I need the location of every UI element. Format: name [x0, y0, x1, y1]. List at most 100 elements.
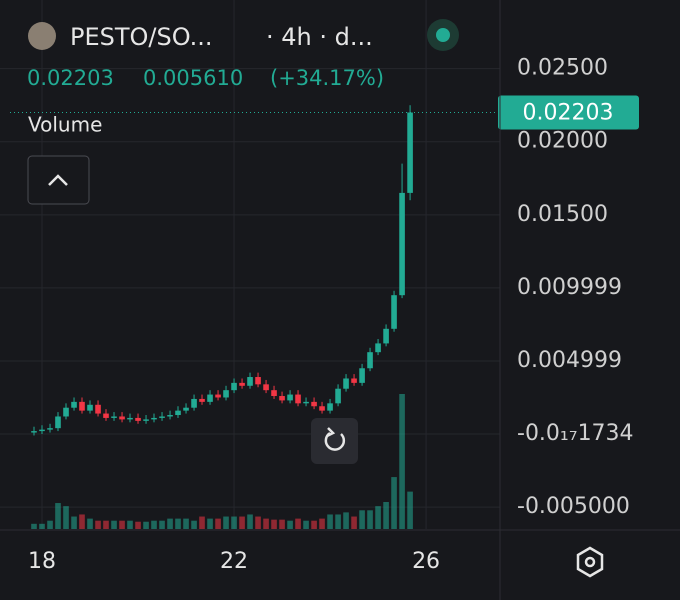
x-tick-label: 18 [28, 549, 56, 574]
volume-bar [391, 477, 397, 529]
y-tick-label: 0.02500 [517, 56, 608, 81]
y-tick-label: 0.004999 [517, 348, 622, 373]
volume-bar [159, 520, 165, 529]
candle-body [63, 407, 69, 417]
volume-bar [383, 502, 389, 529]
candle-body [103, 413, 109, 418]
candle-body [127, 417, 133, 420]
candle-body [55, 416, 61, 429]
volume-bar [63, 506, 69, 529]
last-price: 0.02203 [27, 66, 114, 90]
candle-body [303, 401, 309, 404]
candle-body [207, 394, 213, 402]
candle-body [47, 428, 53, 430]
volume-bar [399, 394, 405, 529]
y-tick-label: 0.009999 [517, 275, 622, 300]
candle-body [319, 406, 325, 411]
volume-bar [31, 523, 37, 529]
price-change: 0.005610 [143, 66, 243, 90]
volume-bar [55, 503, 61, 529]
candle-body [351, 378, 357, 383]
candle-body [119, 416, 125, 420]
volume-bar [319, 518, 325, 529]
volume-bar [87, 518, 93, 529]
candle-body [279, 396, 285, 401]
reset-icon [324, 431, 346, 451]
candle-body [71, 401, 77, 408]
volume-bar [239, 516, 245, 529]
volume-bar [367, 510, 373, 529]
grid: -0.005000 -0.0₁₇1734 0.004999 0.009999 0.015… [0, 0, 634, 574]
y-tick-label: 0.01500 [517, 202, 608, 227]
candle-body [239, 382, 245, 386]
volume-bar [263, 518, 269, 529]
candle-body [311, 401, 317, 407]
volume-bar [111, 520, 117, 529]
candle-body [79, 401, 85, 411]
candle-body [39, 429, 45, 432]
volume-bar [127, 520, 133, 529]
candle-body [215, 394, 221, 398]
settings-icon-center [584, 556, 596, 568]
last-price-tag [498, 95, 639, 130]
volume-bar [295, 518, 301, 529]
candle-body [199, 398, 205, 402]
price-change-pct: (+34.17%) [270, 66, 384, 90]
volume-bar [191, 520, 197, 529]
reset-button[interactable] [311, 418, 358, 464]
volume-bar [167, 518, 173, 529]
marks: 0.02203 [10, 95, 639, 529]
volume-bar [343, 512, 349, 529]
volume-bar [47, 520, 53, 529]
y-tick-label: -0.005000 [517, 494, 630, 519]
volume-bar [303, 520, 309, 529]
candle-body [335, 388, 341, 404]
y-tick-label: -0.0₁₇1734 [517, 421, 634, 446]
candle-body [255, 377, 261, 385]
collapse-button[interactable] [27, 155, 90, 205]
candle-body [111, 416, 117, 418]
volume-bar [103, 520, 109, 529]
interval[interactable]: · 4h · d... [266, 23, 373, 51]
collapse-icon [48, 174, 68, 186]
candle-body [343, 378, 349, 389]
volume-bar [407, 491, 413, 529]
volume-bar [79, 514, 85, 529]
volume-bar [95, 520, 101, 529]
volume-bar [231, 516, 237, 529]
reset-arrow [326, 427, 336, 438]
candle-body [143, 419, 149, 421]
candle-body [295, 394, 301, 404]
volume-bar [151, 520, 157, 529]
symbol[interactable]: PESTO/SO... [70, 23, 213, 51]
candle-body [271, 390, 277, 397]
candle-body [223, 390, 229, 398]
candle-body [31, 431, 37, 433]
candle-body [247, 377, 253, 386]
volume-bar [39, 523, 45, 529]
candle-body [175, 410, 181, 416]
volume-bar [119, 520, 125, 529]
last-price-tag-label: 0.02203 [523, 101, 614, 126]
candle-body [95, 404, 101, 414]
y-tick-label: 0.02000 [517, 129, 608, 154]
volume-bar [247, 514, 253, 529]
volume-bar [271, 519, 277, 529]
candle-body [375, 343, 381, 353]
volume-bar [359, 510, 365, 529]
settings-icon[interactable] [576, 546, 604, 578]
volume-bar [223, 516, 229, 529]
candle-body [263, 384, 269, 391]
candle-body [87, 404, 93, 411]
volume-bar [135, 521, 141, 529]
candle-body [383, 328, 389, 344]
volume-bar [287, 520, 293, 529]
volume-bar [351, 516, 357, 529]
x-tick-label: 22 [220, 549, 248, 574]
volume-bar [183, 518, 189, 529]
candle-body [151, 417, 157, 420]
volume-bar [311, 520, 317, 529]
candle-body [135, 417, 141, 421]
